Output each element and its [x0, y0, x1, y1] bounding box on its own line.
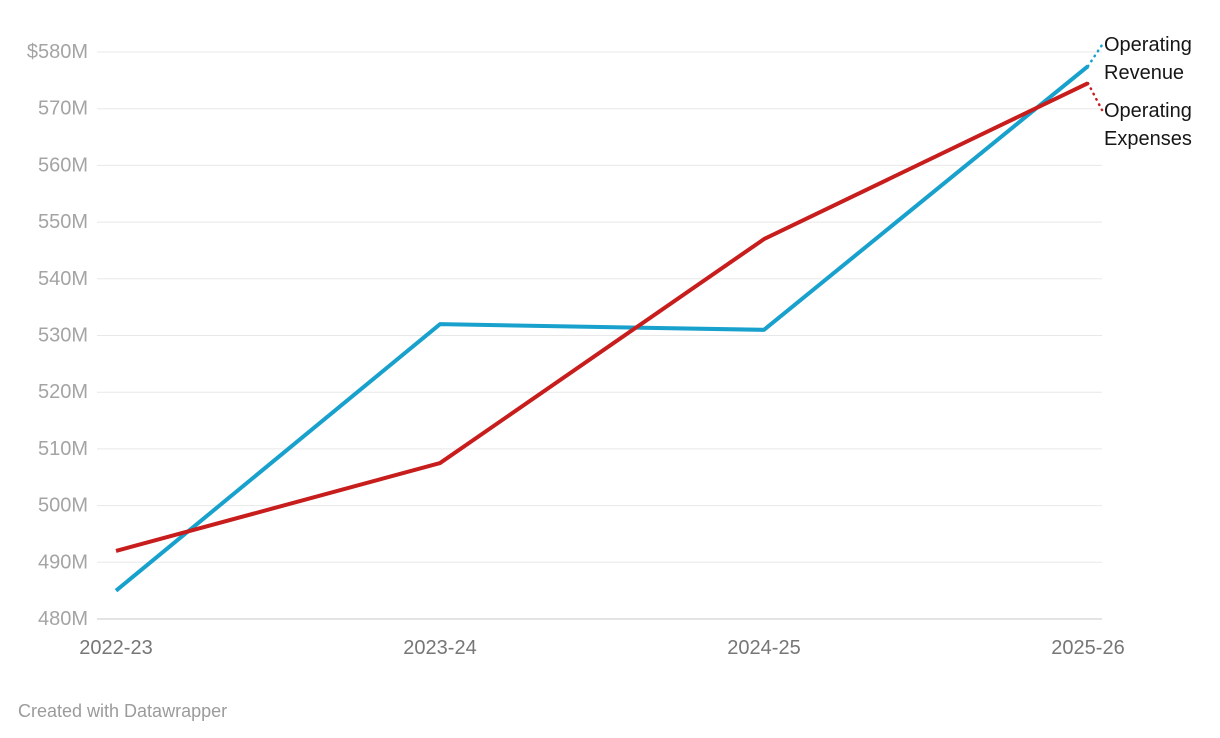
- x-tick-label: 2024-25: [727, 637, 800, 659]
- y-tick-label: 560M: [38, 154, 88, 176]
- y-tick-label: 550M: [38, 211, 88, 233]
- x-tick-label: 2023-24: [403, 637, 476, 659]
- y-tick-label: 480M: [38, 608, 88, 630]
- leader-line-revenue: [1086, 43, 1104, 68]
- y-tick-label: 530M: [38, 325, 88, 347]
- series-label-operating-revenue: Operating Revenue: [1104, 34, 1192, 84]
- y-tick-label: 570M: [38, 98, 88, 120]
- series-label-operating-expenses: Operating Expenses: [1104, 100, 1192, 150]
- y-tick-label: 500M: [38, 495, 88, 517]
- leader-line-expenses: [1086, 81, 1104, 112]
- x-tick-label: 2025-26: [1051, 637, 1124, 659]
- y-tick-label: 490M: [38, 551, 88, 573]
- x-tick-label: 2022-23: [79, 637, 152, 659]
- series-line-expenses: [115, 81, 1089, 553]
- y-tick-label: 510M: [38, 438, 88, 460]
- y-tick-label: 540M: [38, 268, 88, 290]
- y-tick-label: 520M: [38, 381, 88, 403]
- series-line-revenue: [114, 64, 1090, 593]
- y-tick-label: $580M: [27, 41, 88, 63]
- attribution: Created with Datawrapper: [18, 701, 228, 721]
